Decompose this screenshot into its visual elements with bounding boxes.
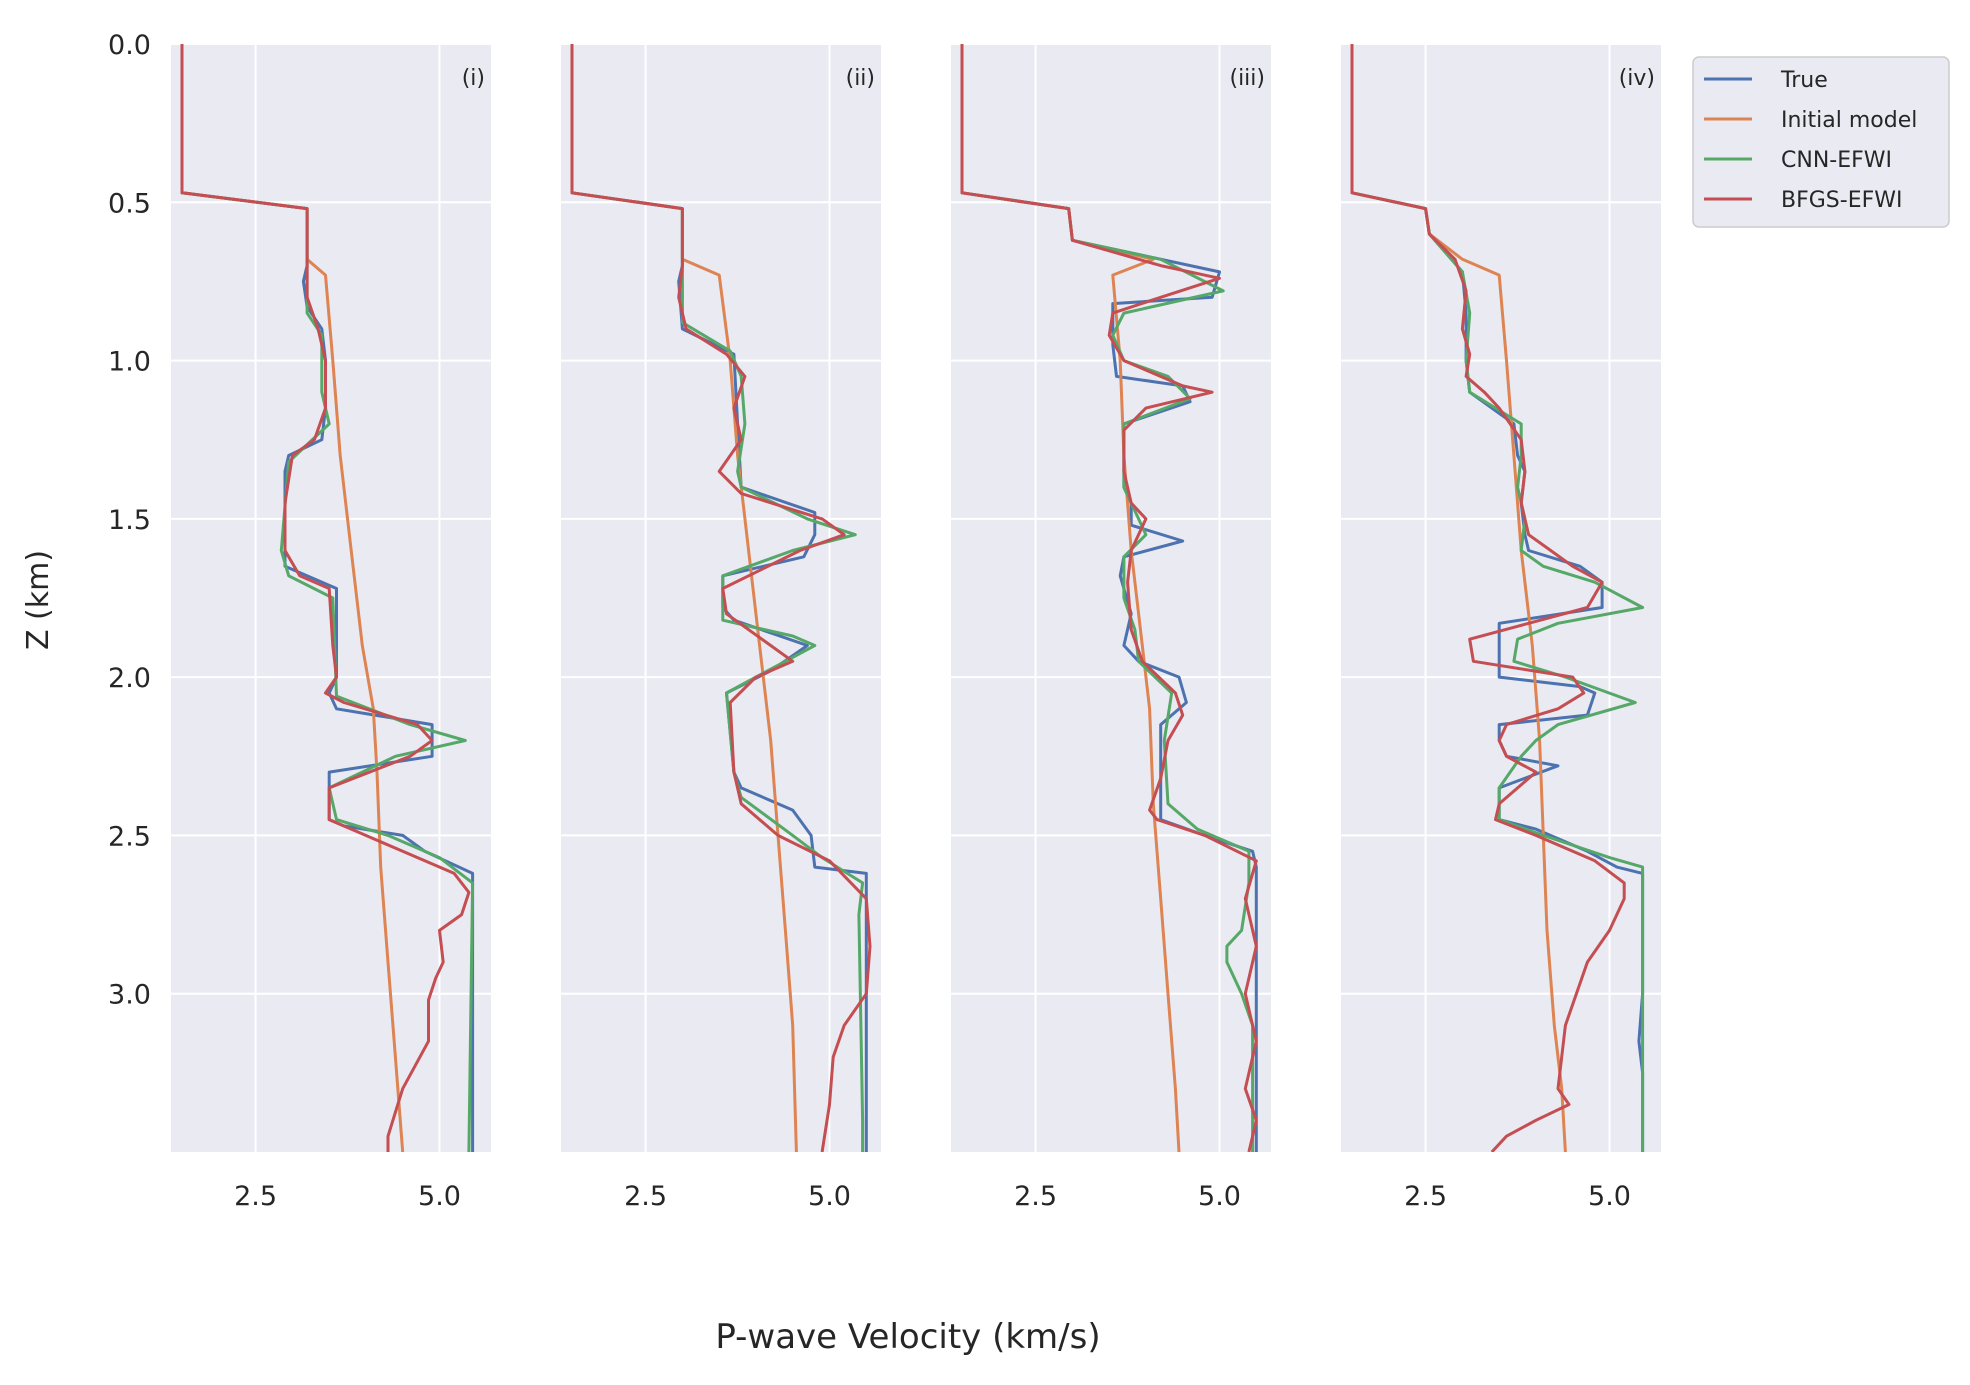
panel-label: (iv) [1619, 66, 1655, 91]
panel-2: 2.5 5.0 (ii) [561, 43, 881, 1212]
x-tick-label: 2.5 [234, 1181, 277, 1212]
series-line-bfgs-efwi [570, 44, 872, 1152]
panel-label: (iii) [1229, 66, 1265, 91]
panel-1: 2.5 5.0 0.0 0.5 1.0 1.5 2.0 2.5 3.0 (i) [108, 30, 491, 1212]
y-tick-label: 0.5 [108, 188, 151, 219]
x-tick-label: 5.0 [808, 1181, 851, 1212]
legend-entry: Initial model [1781, 108, 1917, 133]
panel-label: (i) [462, 66, 485, 91]
legend-box [1692, 56, 1950, 228]
legend: True Initial model CNN-EFWI BFGS-EFWI [1692, 56, 1950, 228]
panel-3: 2.5 5.0 (iii) [951, 43, 1271, 1212]
series-group [570, 44, 872, 1152]
x-tick-label: 5.0 [1198, 1181, 1241, 1212]
panel-background [1341, 44, 1661, 1152]
series-line-bfgs-efwi [1350, 44, 1626, 1152]
panel-4: 2.5 5.0 (iv) [1341, 43, 1661, 1212]
y-tick-label: 1.0 [108, 347, 151, 378]
series-group [180, 44, 475, 1152]
y-tick-label: 2.5 [108, 821, 151, 852]
y-tick-label: 0.0 [108, 30, 151, 61]
x-tick-label: 2.5 [1404, 1181, 1447, 1212]
y-axis-title: Z (km) [21, 550, 56, 650]
panel-background [561, 44, 881, 1152]
y-tick-label: 3.0 [108, 980, 151, 1011]
x-axis-title: P-wave Velocity (km/s) [715, 1317, 1100, 1357]
series-group [1350, 44, 1645, 1152]
x-tick-label: 5.0 [418, 1181, 461, 1212]
x-tick-label: 2.5 [1014, 1181, 1057, 1212]
panel-background [951, 44, 1271, 1152]
series-group [960, 44, 1258, 1152]
y-tick-label: 1.5 [108, 505, 151, 536]
legend-entry: BFGS-EFWI [1781, 188, 1903, 213]
legend-entry: CNN-EFWI [1781, 148, 1892, 173]
panel-label: (ii) [846, 66, 875, 91]
series-line-true [960, 44, 1258, 1152]
series-line-bfgs-efwi [960, 44, 1258, 1152]
legend-entry: True [1780, 68, 1828, 93]
x-tick-label: 5.0 [1588, 1181, 1631, 1212]
x-tick-label: 2.5 [624, 1181, 667, 1212]
series-line-cnn-efwi [960, 44, 1255, 1152]
series-line-bfgs-efwi [180, 44, 471, 1152]
series-line-cnn-efwi [1350, 44, 1645, 1152]
panels-layer: 2.5 5.0 0.0 0.5 1.0 1.5 2.0 2.5 3.0 (i) 2.5 5.0 (ii)… [108, 30, 1661, 1212]
y-tick-label: 2.0 [108, 663, 151, 694]
series-line-cnn-efwi [570, 44, 865, 1152]
